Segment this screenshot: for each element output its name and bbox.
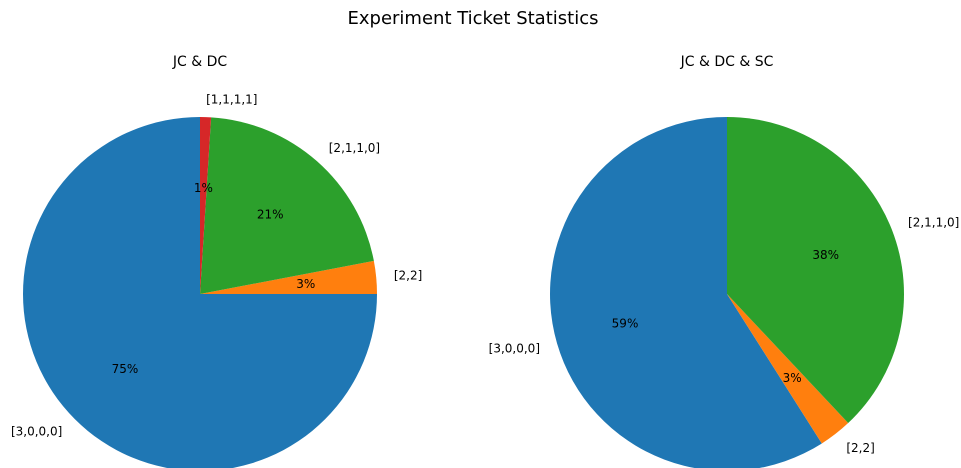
right-pct-label-2: 38% (812, 248, 839, 262)
right-pct-label-1: 3% (783, 371, 802, 385)
left-slice-label-0: [2,2] (394, 269, 422, 283)
right-slice-1 (727, 294, 849, 444)
left-slice-label-3: [3,0,0,0] (11, 425, 62, 439)
left-slice-3 (23, 117, 377, 468)
left-pct-label-3: 75% (112, 362, 139, 376)
left-pie-labels: [2,2] 3% [2,1,1,0] 21% [1,1,1,1] 1% [3,0,0,0] 7… (11, 92, 422, 438)
right-slice-label-2: [2,1,1,0] (908, 215, 959, 229)
right-slice-0 (550, 117, 822, 468)
pie-chart-left: JC & DC [2,2] 3% [2,1,1,0] 21% [1,1,1,1] 1% [3… (11, 54, 422, 468)
right-slice-2 (727, 117, 904, 424)
left-slice-1 (200, 117, 374, 294)
left-chart-title: JC & DC (172, 54, 228, 70)
right-slice-label-0: [3,0,0,0] (489, 341, 540, 355)
left-slice-0 (200, 260, 377, 294)
right-pie-labels: [3,0,0,0] 59% [2,2] 3% [2,1,1,0] 38% (489, 215, 960, 455)
left-slice-label-2: [1,1,1,1] (206, 92, 257, 106)
left-pct-label-1: 21% (257, 207, 284, 221)
left-pct-label-0: 3% (296, 277, 315, 291)
left-pct-label-2: 1% (194, 181, 213, 195)
pie-chart-right: JC & DC & SC [3,0,0,0] 59% [2,2] 3% [2,1,1,0… (489, 54, 960, 468)
figure-title: Experiment Ticket Statistics (348, 8, 599, 29)
right-slice-label-1: [2,2] (846, 441, 874, 455)
left-pie-slices (23, 117, 377, 468)
right-pct-label-0: 59% (612, 317, 639, 331)
left-slice-2 (200, 117, 212, 294)
right-chart-title: JC & DC & SC (680, 54, 774, 70)
right-pie-slices (550, 117, 904, 468)
left-slice-label-1: [2,1,1,0] (329, 141, 380, 155)
